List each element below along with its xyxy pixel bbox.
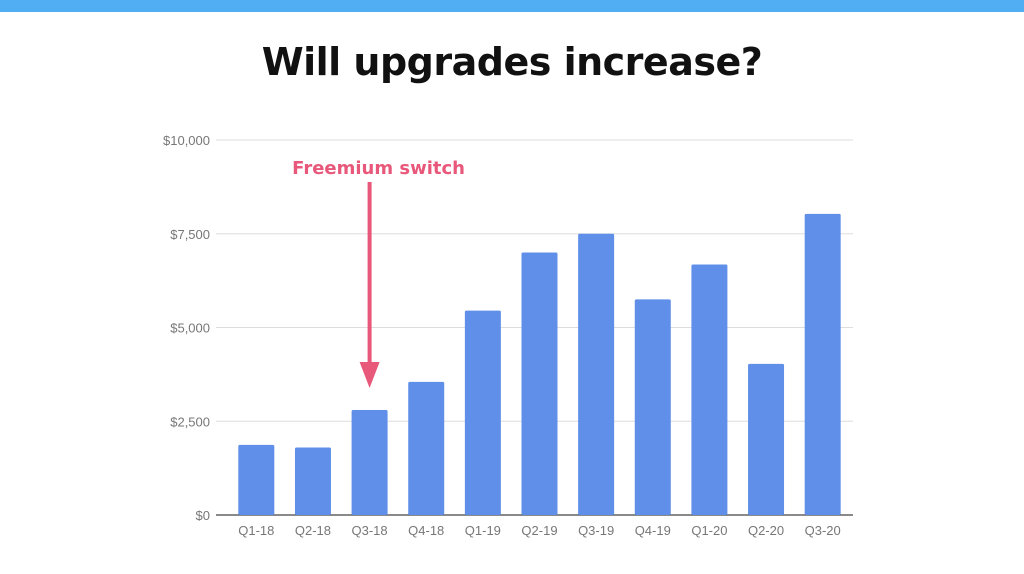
annotation-arrow-head-icon	[359, 362, 380, 388]
x-tick-label: Q3-20	[805, 523, 841, 538]
bar-q1-19	[464, 310, 501, 515]
bar-q4-18	[408, 381, 445, 515]
y-tick-label: $0	[196, 508, 210, 523]
y-tick-label: $2,500	[170, 414, 210, 429]
y-tick-label: $10,000	[163, 133, 210, 148]
bar-q3-20	[804, 213, 841, 515]
x-tick-label: Q3-19	[578, 523, 614, 538]
x-tick-label: Q3-18	[352, 523, 388, 538]
x-tick-label: Q4-19	[635, 523, 671, 538]
x-tick-label: Q2-18	[295, 523, 331, 538]
top-banner	[0, 0, 1024, 12]
bar-q3-18	[351, 410, 388, 515]
bar-q4-19	[634, 299, 671, 515]
x-tick-label: Q1-18	[238, 523, 274, 538]
bar-q2-19	[521, 252, 558, 515]
x-tick-label: Q1-20	[691, 523, 727, 538]
bar-q3-19	[578, 233, 615, 515]
y-tick-label: $5,000	[170, 321, 210, 336]
bar-q2-20	[748, 363, 785, 515]
page-title: Will upgrades increase?	[261, 40, 763, 84]
y-tick-label: $7,500	[170, 227, 210, 242]
x-tick-label: Q2-20	[748, 523, 784, 538]
bar-q1-20	[691, 264, 728, 515]
x-tick-label: Q1-19	[465, 523, 501, 538]
x-tick-label: Q2-19	[521, 523, 557, 538]
bar-q1-18	[238, 444, 275, 515]
x-tick-label: Q4-18	[408, 523, 444, 538]
annotation-label: Freemium switch	[292, 158, 465, 179]
bar-q2-18	[294, 447, 331, 515]
